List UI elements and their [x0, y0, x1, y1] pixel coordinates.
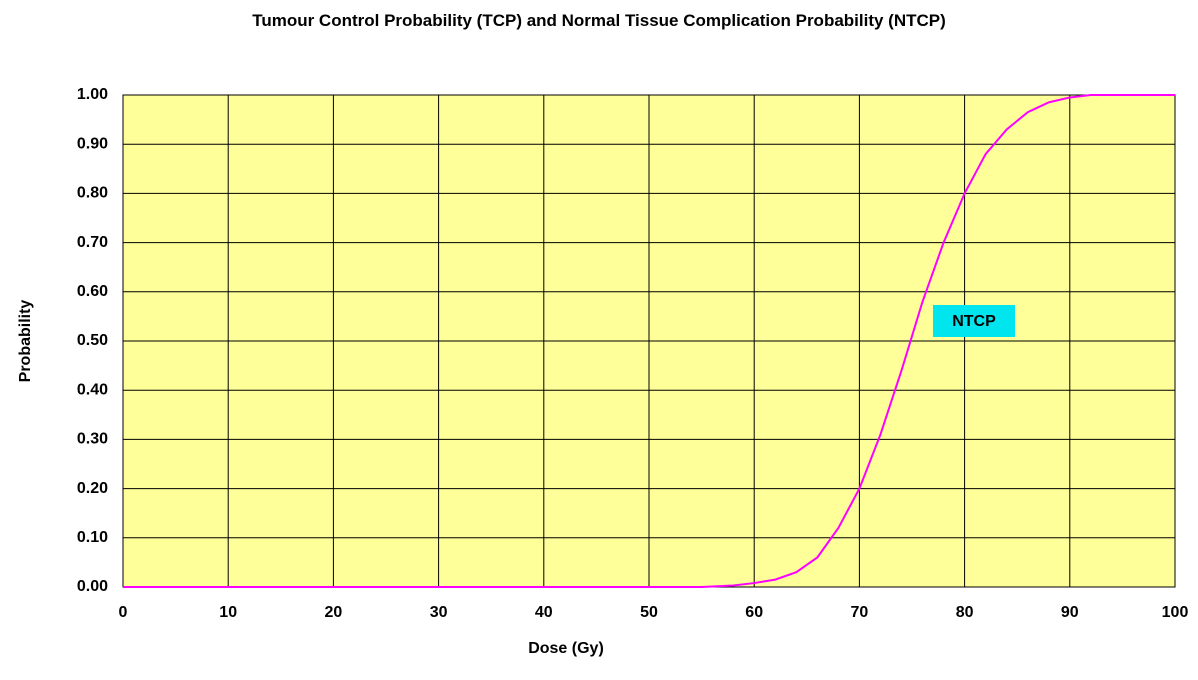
x-tick-label: 30	[430, 604, 448, 621]
x-tick-label: 40	[535, 604, 553, 621]
y-tick-label: 0.00	[77, 578, 108, 595]
annotation: NTCP	[952, 313, 996, 330]
annotation-box	[933, 305, 1015, 337]
y-tick-label: 1.00	[77, 86, 108, 103]
y-tick-label: 0.10	[77, 529, 108, 546]
x-tick-label: 10	[219, 604, 237, 621]
chart-title: Tumour Control Probability (TCP) and Nor…	[252, 11, 946, 30]
y-tick-label: 0.70	[77, 234, 108, 251]
y-tick-label: 0.80	[77, 185, 108, 202]
y-axis-label: Probability	[17, 300, 34, 383]
x-tick-label: 70	[851, 604, 869, 621]
x-axis-label: Dose (Gy)	[528, 640, 604, 657]
x-tick-label: 50	[640, 604, 658, 621]
x-tick-label: 100	[1162, 604, 1189, 621]
x-tick-label: 90	[1061, 604, 1079, 621]
x-tick-label: 20	[325, 604, 343, 621]
line	[123, 94, 1175, 588]
y-tick-label: 0.40	[77, 381, 108, 398]
y-tick-label: 0.50	[77, 332, 108, 349]
x-tick-label: 0	[119, 604, 128, 621]
y-tick-label: 0.90	[77, 135, 108, 152]
y-tick-label: 0.60	[77, 283, 108, 300]
x-tick-label: 60	[745, 604, 763, 621]
y-tick-label: 0.20	[77, 480, 108, 497]
y-tick-label: 0.30	[77, 431, 108, 448]
x-tick-label: 80	[956, 604, 974, 621]
